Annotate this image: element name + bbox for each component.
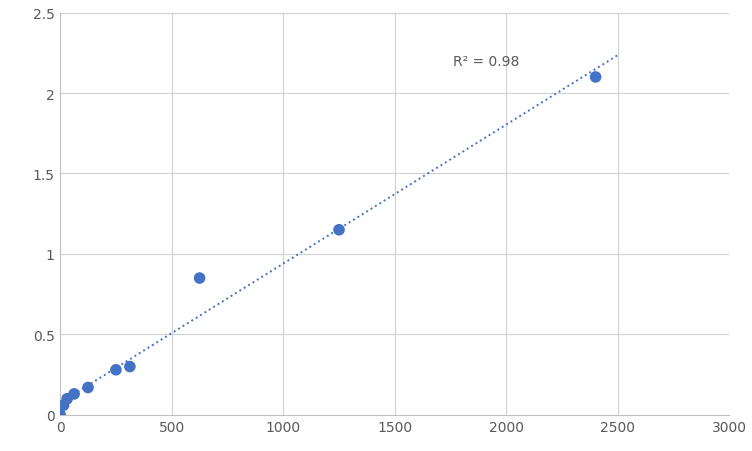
Point xyxy=(590,74,602,81)
Point xyxy=(333,227,345,234)
Point xyxy=(58,402,70,409)
Point xyxy=(82,384,94,391)
Point xyxy=(68,391,80,398)
Point xyxy=(61,395,73,402)
Text: R² = 0.98: R² = 0.98 xyxy=(453,55,519,69)
Point xyxy=(110,366,122,373)
Point xyxy=(193,275,205,282)
Point xyxy=(124,363,136,370)
Point xyxy=(54,411,66,419)
